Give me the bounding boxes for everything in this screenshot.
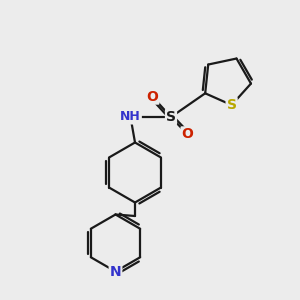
Text: N: N: [110, 265, 121, 278]
Text: S: S: [226, 98, 237, 112]
Text: NH: NH: [120, 110, 141, 124]
Text: O: O: [182, 128, 194, 141]
Text: O: O: [146, 90, 158, 104]
Text: S: S: [166, 110, 176, 124]
